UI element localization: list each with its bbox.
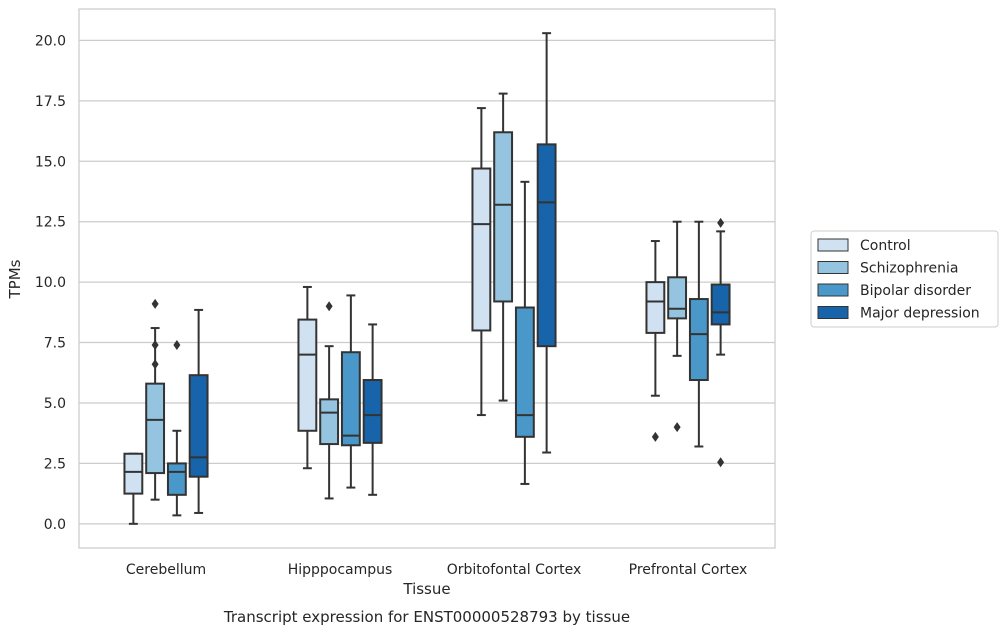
box bbox=[145, 382, 166, 475]
legend: Control Schizophrenia Bipolar disorder Majo… bbox=[810, 230, 999, 328]
y-tick-label: 15.0 bbox=[35, 154, 66, 170]
box bbox=[319, 398, 340, 446]
box bbox=[362, 379, 383, 444]
y-tick-labels: 0.0 2.5 5.0 7.5 10.0 12.5 15.0 17.5 20.0 bbox=[35, 33, 66, 532]
x-tick-label: Prefrontal Cortex bbox=[629, 562, 748, 578]
x-tick-labels: Cerebellum Hipppocampus Orbitofontal Corte… bbox=[126, 562, 747, 578]
chart-caption: Transcript expression for ENST0000052879… bbox=[223, 608, 630, 626]
box bbox=[471, 167, 492, 332]
legend-label: Bipolar disorder bbox=[860, 283, 971, 299]
box-plot-series bbox=[123, 32, 731, 525]
y-tick-label: 2.5 bbox=[44, 456, 66, 472]
y-tick-label: 5.0 bbox=[44, 396, 66, 412]
x-tick-label: Cerebellum bbox=[126, 562, 206, 578]
x-axis-title: Tissue bbox=[402, 580, 450, 598]
box bbox=[493, 131, 514, 303]
box bbox=[297, 318, 318, 432]
outlier-point bbox=[325, 301, 333, 312]
box bbox=[123, 452, 144, 495]
outlier-point bbox=[717, 217, 725, 228]
legend-label: Major depression bbox=[860, 306, 980, 322]
box bbox=[340, 351, 361, 447]
outlier-point bbox=[717, 457, 725, 468]
box bbox=[514, 306, 535, 438]
y-tick-label: 7.5 bbox=[44, 336, 66, 352]
box bbox=[645, 281, 666, 334]
box bbox=[536, 143, 557, 348]
legend-swatch bbox=[817, 283, 849, 297]
box bbox=[166, 462, 187, 496]
legend-swatch bbox=[817, 238, 849, 252]
legend-label: Schizophrenia bbox=[860, 261, 958, 277]
outlier-point bbox=[151, 359, 159, 370]
outlier-point bbox=[151, 339, 159, 350]
x-tick-label: Orbitofontal Cortex bbox=[447, 562, 582, 578]
outlier-point bbox=[151, 298, 159, 309]
box bbox=[710, 283, 731, 326]
legend-frame bbox=[810, 230, 999, 328]
legend-swatch bbox=[817, 261, 849, 274]
legend-swatch bbox=[817, 306, 849, 319]
box bbox=[188, 374, 209, 478]
y-tick-label: 0.0 bbox=[44, 517, 66, 533]
y-tick-label: 12.5 bbox=[35, 215, 66, 231]
y-axis-title: TPMs bbox=[6, 259, 24, 299]
outlier-point bbox=[173, 339, 181, 350]
box bbox=[667, 276, 688, 320]
outlier-point bbox=[651, 431, 659, 442]
outlier-point bbox=[673, 422, 681, 433]
y-tick-label: 10.0 bbox=[35, 275, 66, 291]
y-tick-label: 17.5 bbox=[35, 94, 66, 110]
legend-label: Control bbox=[860, 238, 911, 254]
x-tick-label: Hipppocampus bbox=[288, 562, 393, 578]
y-tick-label: 20.0 bbox=[35, 33, 66, 49]
box bbox=[688, 298, 709, 382]
